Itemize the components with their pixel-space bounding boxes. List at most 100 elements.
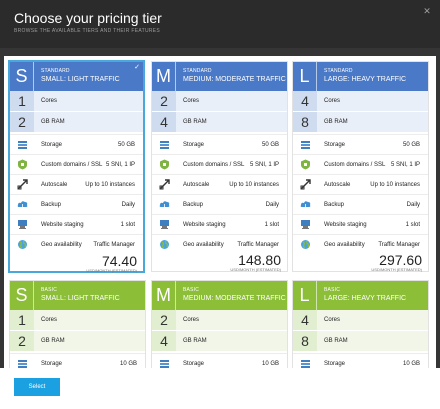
backup-label: Backup xyxy=(41,202,62,208)
cores-label: Cores xyxy=(183,317,200,323)
storage-label: Storage xyxy=(183,142,205,148)
backup-row: Backup Daily xyxy=(152,194,287,214)
domains-label: Custom domains / SSL xyxy=(324,162,386,168)
storage-icon xyxy=(160,360,169,368)
storage-label: Storage xyxy=(324,361,346,367)
blade-footer xyxy=(0,368,440,409)
globe-icon xyxy=(18,240,27,249)
geo-row: Geo availability Traffic Manager xyxy=(293,234,428,254)
storage-value: 50 GB xyxy=(261,142,279,148)
storage-label: Storage xyxy=(41,361,63,367)
tier-letter: M xyxy=(152,281,176,310)
geo-row: Geo availability Traffic Manager xyxy=(152,234,287,254)
storage-row: Storage 50 GB xyxy=(10,134,143,154)
cores-row: 4 Cores xyxy=(293,310,428,330)
staging-icon xyxy=(18,220,27,229)
close-icon[interactable]: ✕ xyxy=(423,6,431,16)
ssl-shield-icon xyxy=(160,159,169,170)
tier-letter: S xyxy=(10,62,34,91)
ram-row: 2 GB RAM xyxy=(10,112,143,132)
tier-header: L BASIC LARGE: HEAVY TRAFFIC xyxy=(293,281,428,310)
cores-value: 1 xyxy=(10,310,34,330)
tier-type: STANDARD xyxy=(41,68,70,74)
ram-row: 8 GB RAM xyxy=(293,112,428,132)
geo-value: Traffic Manager xyxy=(93,242,135,248)
cores-label: Cores xyxy=(41,317,58,323)
autoscale-icon xyxy=(159,179,170,190)
autoscale-icon xyxy=(17,179,28,190)
staging-label: Website staging xyxy=(41,222,84,228)
ram-value: 8 xyxy=(293,331,317,351)
autoscale-value: Up to 10 instances xyxy=(229,182,279,188)
storage-value: 10 GB xyxy=(119,361,137,367)
pricing-panel: S STANDARD SMALL: LIGHT TRAFFIC ✓ 1 Core… xyxy=(4,56,436,409)
cores-row: 2 Cores xyxy=(152,91,287,111)
backup-value: Daily xyxy=(406,202,420,208)
ram-label: GB RAM xyxy=(324,338,348,344)
storage-row: Storage 10 GB xyxy=(293,353,428,368)
cores-value: 4 xyxy=(293,91,317,111)
autoscale-label: Autoscale xyxy=(41,182,68,188)
tier-type: STANDARD xyxy=(183,68,212,74)
storage-label: Storage xyxy=(41,142,63,148)
tier-price: 74.40 xyxy=(101,253,137,269)
tier-card-standard-large[interactable]: L STANDARD LARGE: HEAVY TRAFFIC 4 Cores … xyxy=(292,61,429,272)
tier-name: MEDIUM: MODERATE TRAFFIC xyxy=(183,76,286,83)
ram-row: 4 GB RAM xyxy=(152,112,287,132)
storage-row: Storage 10 GB xyxy=(10,353,145,368)
tier-header: M STANDARD MEDIUM: MODERATE TRAFFIC xyxy=(152,62,287,91)
tier-card-standard-medium[interactable]: M STANDARD MEDIUM: MODERATE TRAFFIC 2 Co… xyxy=(151,61,288,272)
tier-name: LARGE: HEAVY TRAFFIC xyxy=(324,76,407,83)
autoscale-value: Up to 10 instances xyxy=(370,182,420,188)
domains-row: Custom domains / SSL 5 SNI, 1 IP xyxy=(10,154,143,174)
ram-label: GB RAM xyxy=(324,119,348,125)
tier-letter: M xyxy=(152,62,176,91)
ram-row: 4 GB RAM xyxy=(152,331,287,351)
price-unit: USD/MONTH (ESTIMATED) xyxy=(230,267,281,272)
tier-card-basic-large[interactable]: L BASIC LARGE: HEAVY TRAFFIC 4 Cores 8 G… xyxy=(292,280,429,368)
ram-row: 8 GB RAM xyxy=(293,331,428,351)
autoscale-label: Autoscale xyxy=(183,182,210,188)
cores-row: 1 Cores xyxy=(10,91,143,111)
domains-value: 5 SNI, 1 IP xyxy=(105,162,135,168)
staging-value: 1 slot xyxy=(405,222,420,228)
autoscale-label: Autoscale xyxy=(324,182,351,188)
globe-icon xyxy=(301,240,310,249)
checkmark-icon: ✓ xyxy=(134,64,140,71)
cores-row: 4 Cores xyxy=(293,91,428,111)
ram-label: GB RAM xyxy=(183,338,207,344)
staging-icon xyxy=(160,220,169,229)
domains-row: Custom domains / SSL 5 SNI, 1 IP xyxy=(293,154,428,174)
cores-label: Cores xyxy=(183,98,200,104)
domains-value: 5 SNI, 1 IP xyxy=(390,162,420,168)
ram-value: 2 xyxy=(10,331,34,351)
storage-row: Storage 10 GB xyxy=(152,353,287,368)
tier-card-basic-small[interactable]: S BASIC SMALL: LIGHT TRAFFIC 1 Cores 2 G… xyxy=(9,280,146,368)
globe-icon xyxy=(160,240,169,249)
storage-value: 10 GB xyxy=(402,361,420,367)
geo-value: Traffic Manager xyxy=(378,242,420,248)
page-title: Choose your pricing tier xyxy=(14,10,162,26)
backup-icon xyxy=(300,201,311,210)
tier-card-standard-small[interactable]: S STANDARD SMALL: LIGHT TRAFFIC ✓ 1 Core… xyxy=(8,60,145,273)
tier-type: STANDARD xyxy=(324,68,353,74)
tier-type: BASIC xyxy=(324,287,341,293)
select-button[interactable]: Select xyxy=(14,378,60,396)
tier-card-basic-medium[interactable]: M BASIC MEDIUM: MODERATE TRAFFIC 2 Cores… xyxy=(151,280,288,368)
domains-row: Custom domains / SSL 5 SNI, 1 IP xyxy=(152,154,287,174)
ram-value: 8 xyxy=(293,112,317,132)
autoscale-value: Up to 10 instances xyxy=(85,182,135,188)
backup-value: Daily xyxy=(121,202,135,208)
autoscale-icon xyxy=(300,179,311,190)
cores-label: Cores xyxy=(324,98,341,104)
backup-icon xyxy=(17,201,28,210)
storage-label: Storage xyxy=(324,142,346,148)
cores-row: 2 Cores xyxy=(152,310,287,330)
staging-row: Website staging 1 slot xyxy=(293,214,428,234)
storage-value: 50 GB xyxy=(117,142,135,148)
cores-value: 2 xyxy=(152,91,176,111)
cores-value: 4 xyxy=(293,310,317,330)
tier-letter: S xyxy=(10,281,34,310)
autoscale-row: Autoscale Up to 10 instances xyxy=(10,174,143,194)
